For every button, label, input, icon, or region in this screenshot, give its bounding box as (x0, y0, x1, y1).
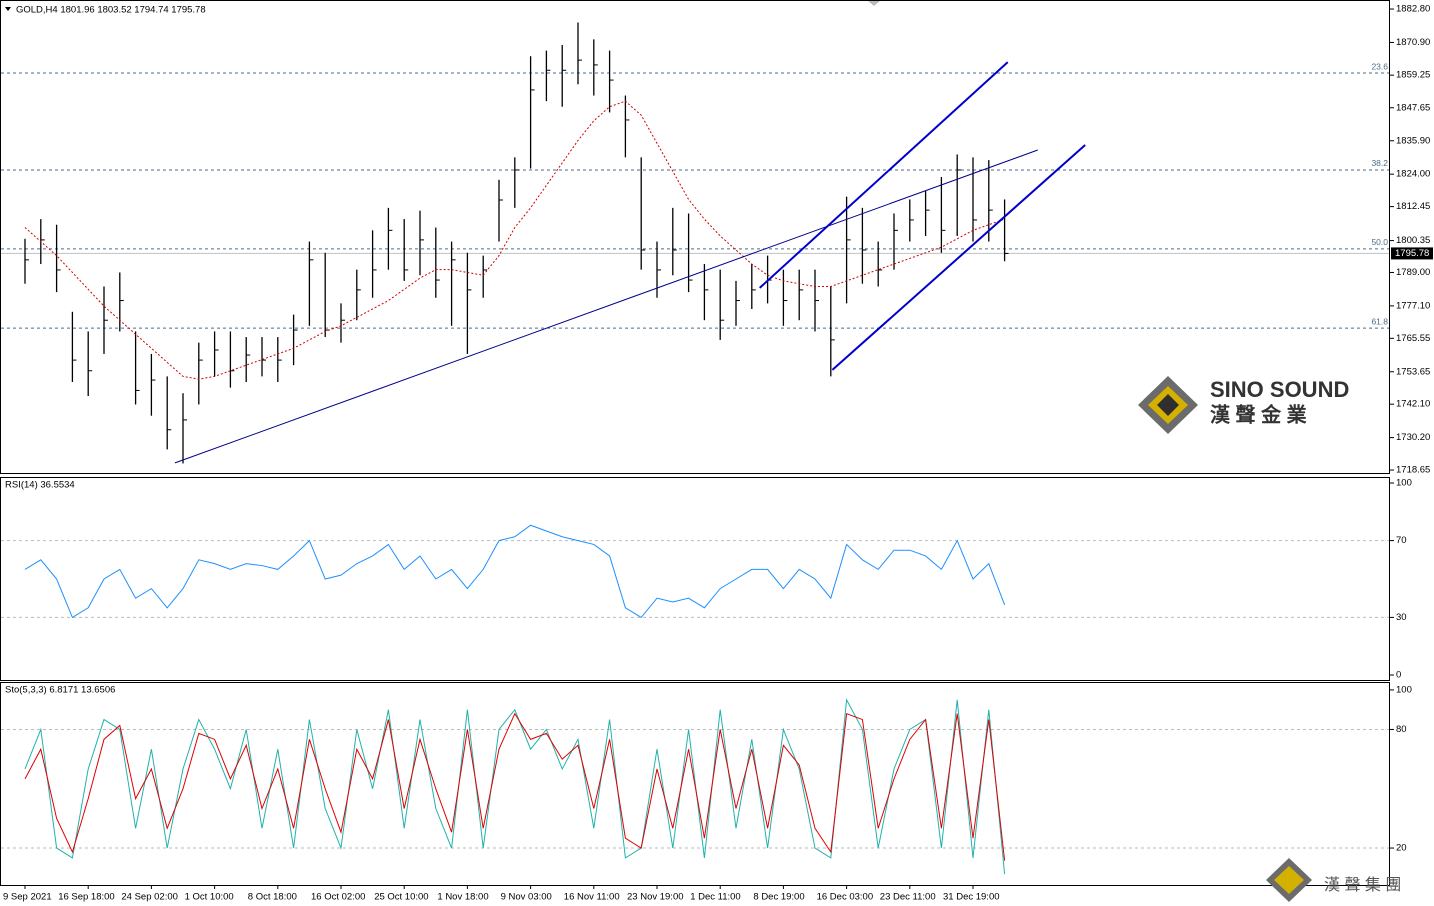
stoch-panel (0, 682, 1390, 886)
x-tick-label: 16 Sep 18:00 (58, 892, 115, 903)
logo-chinese: 漢 聲 金 業 (1210, 402, 1308, 426)
x-tick-label: 25 Oct 10:00 (374, 892, 428, 903)
x-tick-label: 16 Nov 11:00 (564, 892, 620, 903)
title-arrow (5, 7, 11, 11)
logo-icon (1138, 376, 1312, 902)
y-tick-label: 1824.00 (1396, 169, 1430, 180)
shift-marker (868, 1, 880, 6)
logo-footer: 漢 聲 集 團 (1324, 876, 1401, 894)
y-tick-label: 20 (1396, 843, 1407, 854)
price-panel (0, 0, 1390, 474)
y-tick-label: 1718.65 (1396, 465, 1430, 476)
trendline (759, 61, 1009, 289)
fib-label: 50.0 (1371, 237, 1388, 247)
x-tick-label: 1 Oct 10:00 (185, 892, 234, 903)
panel-title: Sto(5,3,3) 6.8171 13.6506 (5, 685, 115, 696)
chart-title: GOLD,H4 1801.96 1803.52 1794.74 1795.78 (16, 5, 206, 16)
logo-name: SINO SOUND (1210, 377, 1349, 402)
trendline (831, 144, 1086, 371)
y-tick-label: 1789.00 (1396, 267, 1430, 278)
fib-label: 38.2 (1371, 158, 1388, 168)
y-tick-label: 70 (1396, 535, 1407, 546)
y-tick-label: 100 (1396, 478, 1412, 489)
x-tick-label: 8 Oct 18:00 (248, 892, 297, 903)
last-price-label: 1795.78 (1395, 248, 1429, 259)
x-tick-label: 9 Sep 2021 (3, 892, 52, 903)
y-tick-label: 100 (1396, 684, 1412, 695)
y-tick-label: 1753.65 (1396, 366, 1430, 377)
y-tick-label: 30 (1396, 612, 1407, 623)
y-tick-label: 1800.35 (1396, 235, 1430, 246)
rsi-panel (0, 477, 1390, 681)
x-tick-label: 23 Dec 11:00 (880, 892, 936, 903)
indicator-line (24, 698, 1006, 875)
x-tick-label: 1 Dec 11:00 (690, 892, 741, 903)
y-tick-label: 1777.10 (1396, 300, 1430, 311)
moving-average (24, 100, 1005, 380)
y-tick-label: 1847.65 (1396, 102, 1430, 113)
y-tick-label: 0 (1396, 670, 1401, 681)
x-tick-label: 16 Dec 03:00 (817, 892, 874, 903)
y-tick-label: 1882.80 (1396, 4, 1430, 15)
y-tick-label: 1870.90 (1396, 37, 1430, 48)
fib-label: 61.8 (1371, 316, 1388, 326)
indicator-line (24, 712, 1006, 861)
x-tick-label: 1 Nov 18:00 (437, 892, 488, 903)
y-tick-label: 1835.90 (1396, 135, 1430, 146)
last-price-box (1391, 247, 1433, 260)
trendline (174, 149, 1038, 464)
indicator-line (24, 524, 1006, 619)
y-tick-label: 1859.25 (1396, 70, 1430, 81)
x-tick-label: 16 Oct 02:00 (311, 892, 365, 903)
x-tick-label: 31 Dec 19:00 (943, 892, 1000, 903)
x-tick-label: 24 Sep 02:00 (121, 892, 178, 903)
y-tick-label: 1812.45 (1396, 201, 1430, 212)
fib-label: 23.6 (1371, 61, 1388, 71)
y-tick-label: 1730.20 (1396, 432, 1430, 443)
x-tick-label: 8 Dec 19:00 (753, 892, 804, 903)
y-tick-label: 80 (1396, 724, 1407, 735)
panel-title: RSI(14) 36.5534 (5, 480, 75, 491)
y-tick-label: 1742.10 (1396, 399, 1430, 410)
y-tick-label: 1765.55 (1396, 333, 1430, 344)
x-tick-label: 9 Nov 03:00 (501, 892, 552, 903)
x-tick-label: 23 Nov 19:00 (627, 892, 684, 903)
